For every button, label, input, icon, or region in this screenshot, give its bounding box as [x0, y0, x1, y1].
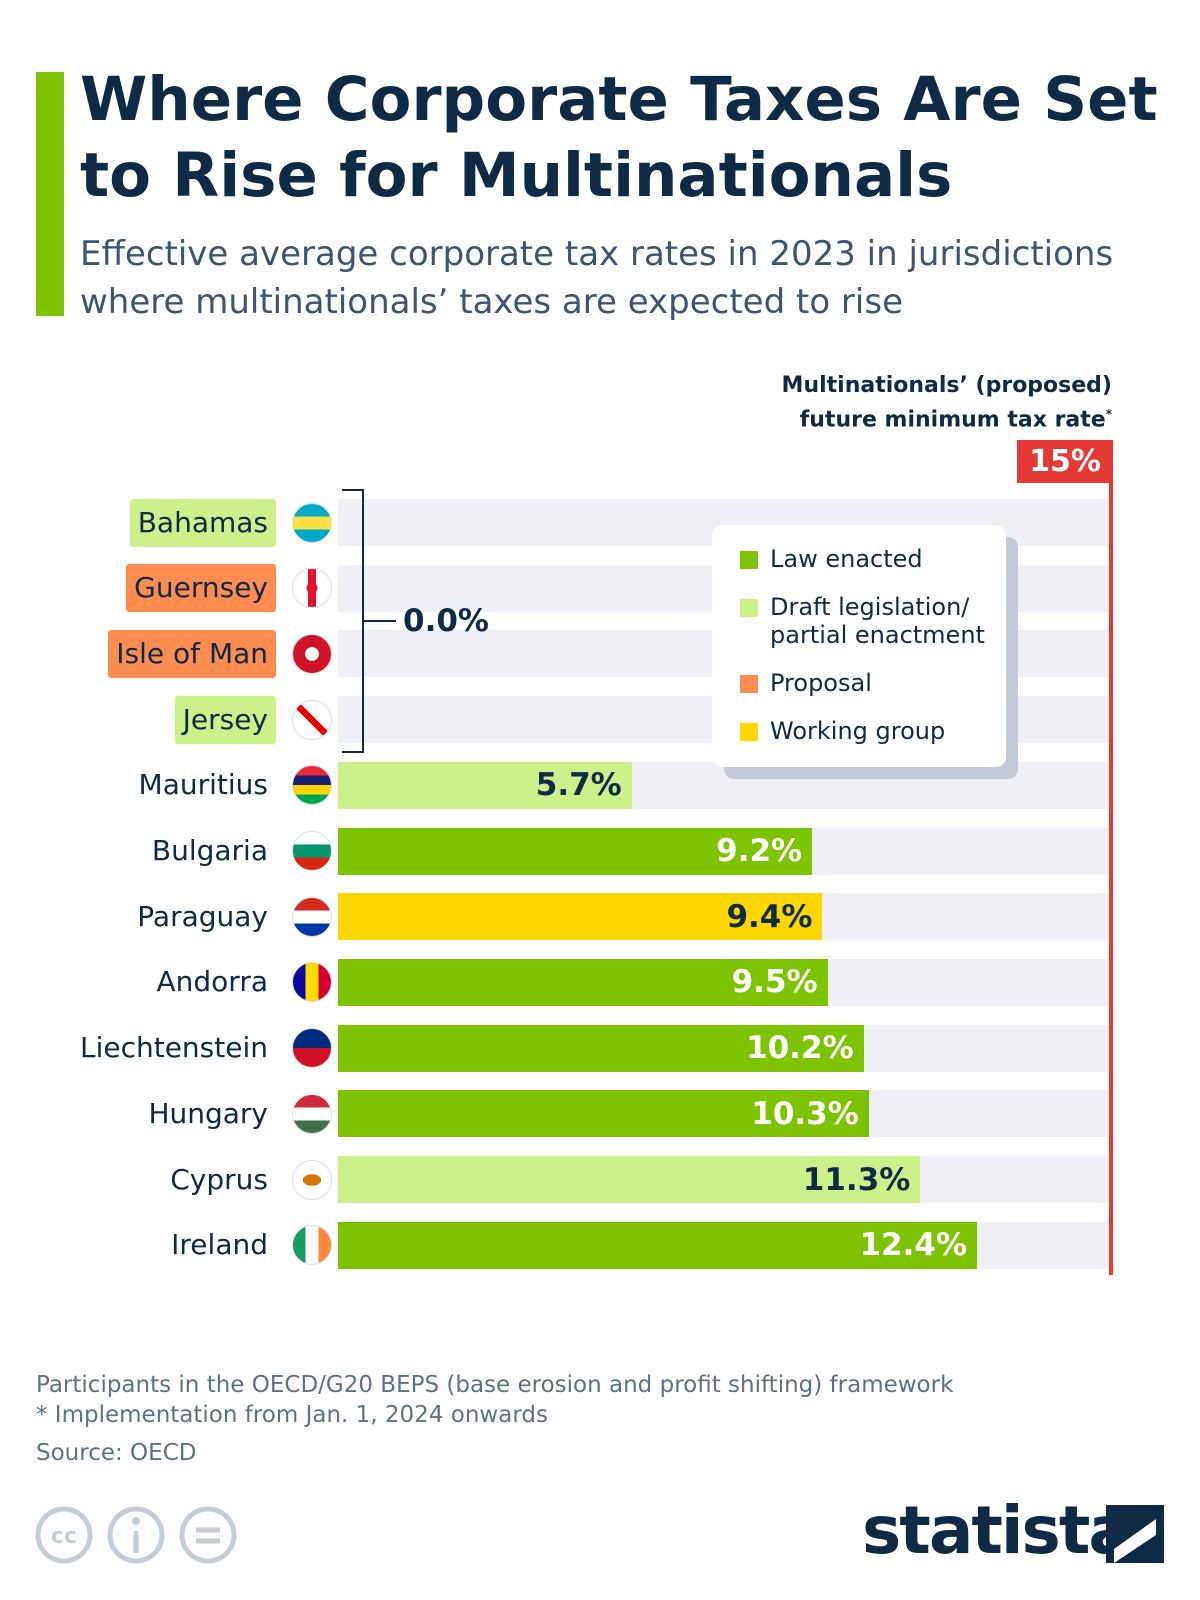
- legend-label: Proposal: [770, 669, 872, 697]
- flag: [292, 502, 332, 543]
- flag: [292, 896, 332, 937]
- annotation-mark: *: [1105, 407, 1112, 421]
- value-label: 9.5%: [731, 964, 818, 1001]
- category-label: Jersey: [174, 695, 276, 744]
- legend-label: Working group: [770, 717, 946, 745]
- chart-subtitle: Effective average corporate tax rates in…: [80, 234, 1114, 322]
- svg-text:cc: cc: [51, 1524, 77, 1549]
- category-label: Mauritius: [138, 768, 268, 802]
- value-label: 10.3%: [751, 1095, 859, 1132]
- bar: [338, 1024, 864, 1072]
- annotation-text: future minimum tax rate: [799, 407, 1106, 433]
- legend: Law enacted Draft legislation/ partial en…: [712, 525, 1006, 767]
- legend-swatch: [740, 675, 758, 693]
- brand-logo: [1106, 1505, 1164, 1563]
- flag: [292, 633, 332, 674]
- category-label: Liechtenstein: [79, 1031, 268, 1065]
- bar: [338, 761, 632, 809]
- flag: [292, 1159, 332, 1200]
- zero-group-label: 0.0%: [403, 603, 489, 640]
- value-label: 12.4%: [859, 1227, 968, 1264]
- category-label: Paraguay: [137, 899, 268, 933]
- flag: [292, 1093, 332, 1134]
- category-label: Cyprus: [170, 1162, 268, 1196]
- note: Participants in the OECD/G20 BEPS (base …: [36, 1372, 954, 1398]
- legend-swatch: [740, 723, 758, 741]
- value-label: 5.7%: [535, 767, 622, 804]
- flag: [292, 831, 332, 871]
- category-label: Andorra: [156, 965, 269, 999]
- category-label: Hungary: [148, 1096, 268, 1130]
- annotation-line: future minimum tax rate*: [782, 400, 1112, 434]
- legend-swatch: [740, 599, 758, 617]
- value-label: 11.3%: [802, 1161, 911, 1198]
- note: * Implementation from Jan. 1, 2024 onwar…: [36, 1402, 548, 1428]
- source: Source: OECD: [36, 1440, 197, 1466]
- value-label: 10.2%: [746, 1030, 854, 1067]
- legend-label: Law enacted: [770, 545, 923, 573]
- flag: [292, 1028, 332, 1069]
- flag: [292, 1225, 332, 1266]
- bar: [338, 1156, 921, 1203]
- brand: statista: [862, 1492, 1133, 1569]
- reference-line: [1109, 480, 1113, 1275]
- category-label: Ireland: [171, 1228, 268, 1262]
- category-label: Isle of Man: [108, 629, 276, 678]
- value-label: 9.2%: [716, 833, 803, 869]
- category-label: Bulgaria: [151, 834, 268, 867]
- value-label: 9.4%: [726, 898, 813, 935]
- flag: [292, 962, 332, 1003]
- flag: [292, 699, 332, 740]
- flag: [292, 765, 332, 806]
- bar: [338, 827, 813, 875]
- bar: [338, 1221, 977, 1269]
- bar: [338, 893, 823, 941]
- bar: [338, 958, 828, 1006]
- flag: [292, 568, 332, 609]
- accent-bar: [36, 72, 64, 316]
- reference-label: 15%: [1017, 440, 1113, 483]
- chart-title: Where Corporate Taxes Are Set to Rise fo…: [80, 64, 1158, 211]
- category-label: Guernsey: [126, 564, 276, 613]
- legend-swatch: [740, 551, 758, 569]
- bracket: [342, 489, 364, 754]
- bracket-stem: [364, 620, 396, 623]
- annotation-line: Multinationals’ (proposed): [781, 373, 1112, 398]
- reference-annotation: Multinationals’ (proposed) future minimu…: [782, 372, 1112, 434]
- license-icons: cc: [35, 1506, 237, 1564]
- category-label: Bahamas: [129, 498, 276, 547]
- bar: [338, 1090, 869, 1138]
- legend-label: Draft legislation/ partial enactment: [770, 593, 985, 649]
